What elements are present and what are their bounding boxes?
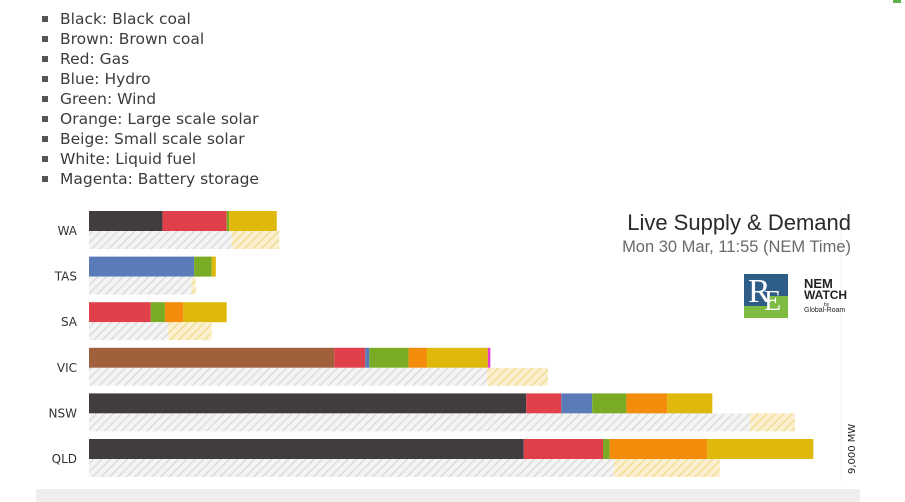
region-label: WA <box>58 224 78 238</box>
legend-label: Red: Gas <box>60 50 130 68</box>
bullet-icon <box>42 116 48 122</box>
nem-watch-logo: NEM WATCH by Global-Roam <box>800 276 856 320</box>
re-logo-r: R <box>748 274 771 310</box>
supply-segment <box>426 347 488 368</box>
bullet-icon <box>42 176 48 182</box>
supply-segment <box>89 302 151 323</box>
legend-label: Green: Wind <box>60 90 157 108</box>
supply-segment <box>609 439 708 459</box>
supply-segment <box>89 211 163 231</box>
supply-segment <box>365 347 370 368</box>
supply-segment <box>408 347 427 368</box>
legend-label: Black: Black coal <box>60 10 191 28</box>
region-label: NSW <box>49 406 78 420</box>
supply-segment <box>707 439 814 459</box>
fuel-legend: Black: Black coal Brown: Brown coal Red: G… <box>38 9 259 189</box>
nem-watch-line1: NEM <box>804 276 833 291</box>
demand-segment <box>89 322 169 341</box>
legend-item: Brown: Brown coal <box>38 29 259 49</box>
demand-segment <box>89 231 232 249</box>
re-logo: R E <box>744 274 788 318</box>
rooftop-solar-segment <box>231 231 280 249</box>
legend-item: Green: Wind <box>38 89 259 109</box>
region-label: QLD <box>52 452 77 466</box>
region-label: VIC <box>57 361 77 375</box>
supply-segment <box>89 256 195 277</box>
region-label: SA <box>61 315 78 329</box>
demand-segment <box>89 367 488 386</box>
supply-segment <box>89 393 527 414</box>
legend-item: Black: Black coal <box>38 9 259 29</box>
bullet-icon <box>42 156 48 162</box>
nem-watch-company: Global-Roam <box>804 307 846 314</box>
bullet-icon <box>42 56 48 62</box>
legend-label: White: Liquid fuel <box>60 150 197 168</box>
legend-item: Orange: Large scale solar <box>38 109 259 129</box>
chart-labels: WA TAS SA VIC NSW QLD 9,000 MW <box>49 224 858 474</box>
legend-label: Magenta: Battery storage <box>60 170 259 188</box>
legend-item: Magenta: Battery storage <box>38 169 259 189</box>
re-logo-green-block <box>770 296 788 318</box>
scale-label: 9,000 MW <box>847 424 858 474</box>
region-label: TAS <box>54 270 77 284</box>
rooftop-solar-segment <box>191 276 196 295</box>
supply-segment <box>603 439 610 459</box>
demand-segment <box>89 276 192 295</box>
re-logo-e: E <box>764 286 782 317</box>
supply-segment <box>164 302 184 323</box>
rooftop-solar-segment <box>487 367 548 386</box>
rooftop-solar-segment <box>613 459 720 477</box>
supply-segment <box>162 211 227 231</box>
supply-segment <box>229 211 277 231</box>
legend-label: Beige: Small scale solar <box>60 130 245 148</box>
supply-segment <box>592 393 627 414</box>
legend-label: Orange: Large scale solar <box>60 110 259 128</box>
supply-segment <box>226 211 230 231</box>
chart-title: Live Supply & Demand <box>627 210 851 235</box>
legend-item: Red: Gas <box>38 49 259 69</box>
bullet-icon <box>42 136 48 142</box>
bullet-icon <box>42 76 48 82</box>
corner-accent <box>893 0 901 3</box>
legend-label: Brown: Brown coal <box>60 30 205 48</box>
chart-bars <box>89 211 814 477</box>
demand-segment <box>89 413 750 432</box>
supply-segment <box>626 393 668 414</box>
bullet-icon <box>42 36 48 42</box>
legend-item: Blue: Hydro <box>38 69 259 89</box>
supply-segment <box>89 347 335 368</box>
supply-segment <box>487 347 491 368</box>
chart-subtitle: Mon 30 Mar, 11:55 (NEM Time) <box>622 238 851 256</box>
nem-watch-by: by <box>824 302 830 308</box>
supply-segment <box>526 393 562 414</box>
supply-segment <box>89 439 524 459</box>
supply-segment <box>211 256 216 277</box>
legend-item: Beige: Small scale solar <box>38 129 259 149</box>
supply-segment <box>334 347 366 368</box>
nem-watch-line2: WATCH <box>804 288 848 302</box>
rooftop-solar-segment <box>168 322 212 341</box>
supply-segment <box>523 439 604 459</box>
supply-segment <box>667 393 713 414</box>
rooftop-solar-segment <box>749 413 795 432</box>
bullet-icon <box>42 96 48 102</box>
legend-item: White: Liquid fuel <box>38 149 259 169</box>
legend-label: Blue: Hydro <box>60 70 151 88</box>
supply-segment <box>561 393 593 414</box>
supply-segment <box>183 302 227 323</box>
supply-segment <box>369 347 409 368</box>
supply-segment <box>194 256 212 277</box>
footer-strip <box>36 489 860 502</box>
demand-segment <box>89 459 614 477</box>
supply-segment <box>150 302 165 323</box>
bullet-icon <box>42 16 48 22</box>
